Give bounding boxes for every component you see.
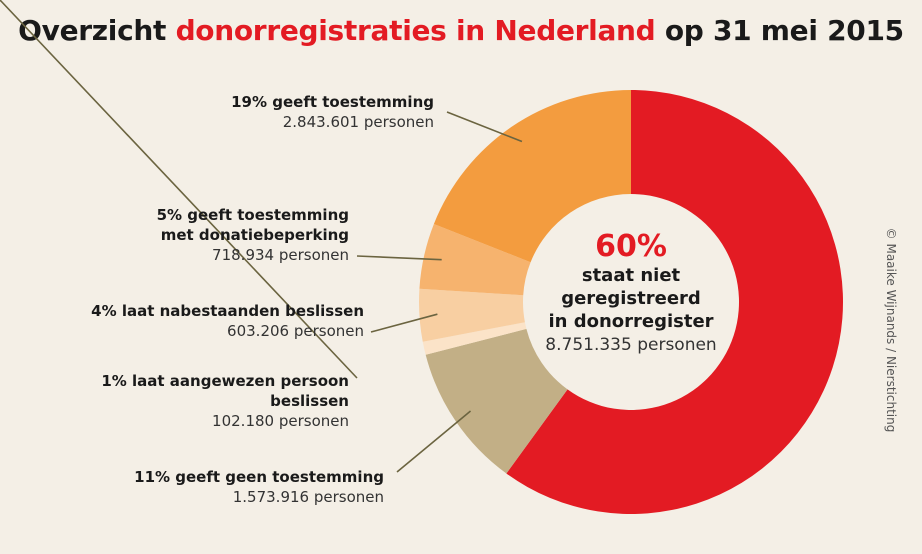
label-nabestaanden-title: 4% laat nabestaanden beslissen	[91, 302, 364, 320]
label-aangewezen-count: 102.180 personen	[212, 412, 349, 430]
title-part1: Overzicht	[18, 14, 176, 47]
leader-geen_toestemming	[396, 410, 472, 473]
copyright-credit: © Maaike Wijnands / Nierstichting	[884, 227, 898, 433]
label-geen-toestemming: 11% geeft geen toestemming 1.573.916 per…	[134, 467, 384, 507]
label-aangewezen-line2: beslissen	[270, 392, 349, 410]
center-count: 8.751.335 personen	[545, 335, 717, 355]
slice-geen_toestemming	[425, 328, 568, 474]
leader-beperking	[356, 255, 442, 261]
label-aangewezen-line1: 1% laat aangewezen persoon	[101, 372, 349, 390]
leader-toestemming	[446, 111, 523, 143]
chart-title: Overzicht donorregistraties in Nederland…	[0, 14, 922, 47]
slice-aangewezen_persoon	[422, 322, 527, 355]
title-highlight: donorregistraties in Nederland	[175, 14, 656, 47]
leader-lines	[0, 0, 523, 473]
center-line3: in donorregister	[548, 311, 714, 332]
label-beperking: 5% geeft toestemming met donatiebeperkin…	[157, 205, 349, 265]
donut-slices	[419, 90, 844, 514]
label-beperking-line1: 5% geeft toestemming	[156, 206, 349, 224]
leader-nabestaanden	[370, 313, 438, 333]
label-nabestaanden-count: 603.206 personen	[227, 322, 364, 340]
slice-toestemming	[433, 90, 631, 263]
donut-center-text: 60% staat niet geregistreerd in donorreg…	[511, 230, 751, 357]
center-line2: geregistreerd	[561, 288, 701, 309]
label-toestemming: 19% geeft toestemming 2.843.601 personen	[231, 92, 434, 132]
slice-niet_geregistreerd	[506, 90, 844, 514]
label-beperking-line2: met donatiebeperking	[160, 226, 349, 244]
slice-beperking	[419, 223, 531, 296]
label-geen-toestemming-count: 1.573.916 personen	[232, 488, 384, 506]
slice-nabestaanden	[419, 288, 525, 342]
center-percent: 60%	[595, 229, 667, 264]
label-aangewezen: 1% laat aangewezen persoon beslissen 102…	[101, 371, 349, 431]
label-toestemming-title: 19% geeft toestemming	[231, 93, 434, 111]
label-geen-toestemming-title: 11% geeft geen toestemming	[134, 468, 384, 486]
leader-aangewezen	[0, 0, 358, 379]
label-nabestaanden: 4% laat nabestaanden beslissen 603.206 p…	[91, 301, 364, 341]
label-beperking-count: 718.934 personen	[212, 246, 349, 264]
center-line1: staat niet	[581, 265, 681, 286]
title-part2: op 31 mei 2015	[655, 14, 904, 47]
label-toestemming-count: 2.843.601 personen	[282, 113, 434, 131]
